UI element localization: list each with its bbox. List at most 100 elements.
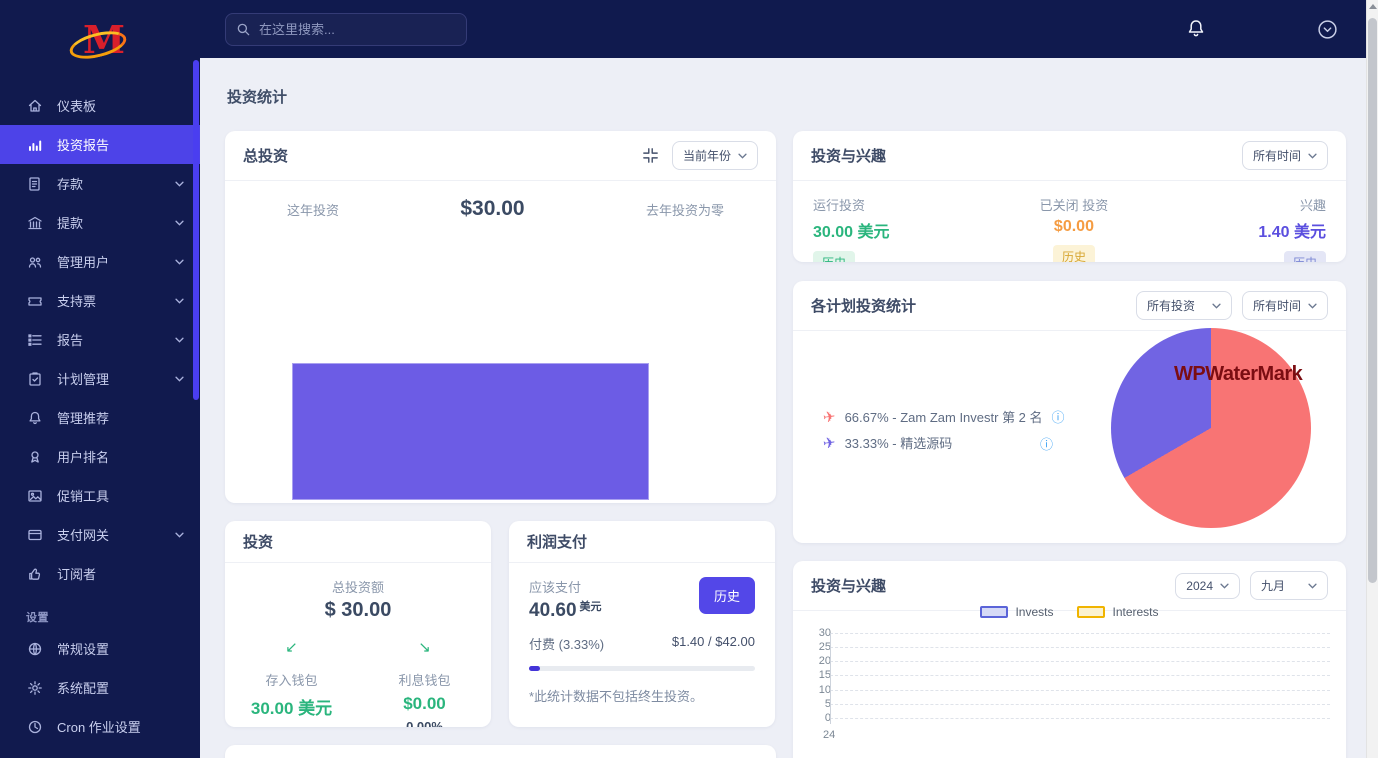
sidebar-item-general-settings[interactable]: 常规设置 [0,629,200,668]
year-select[interactable]: 2024 [1175,572,1240,599]
sidebar-item-subscribers[interactable]: 订阅者 [0,554,200,593]
paid-value: $1.40 / $42.00 [671,634,755,649]
sidebar-item-support-tickets[interactable]: 支持票 [0,281,200,320]
sidebar-item-promo-tools[interactable]: 促销工具 [0,476,200,515]
gridline [830,661,1330,662]
interest-label: 兴趣 [1299,198,1326,213]
paid-row: 付费 (3.33%) $1.40 / $42.00 [529,634,755,653]
sidebar-item-label: 报告 [57,333,84,348]
invests-swatch [980,606,1009,618]
notifications-bell-icon[interactable] [1186,18,1206,40]
card-title: 投资与兴趣 [811,578,887,595]
sidebar-item-manage-users[interactable]: 管理用户 [0,242,200,281]
sidebar-scrollbar-thumb[interactable] [193,60,199,400]
history-badge[interactable]: 历史 [1052,245,1095,262]
sidebar-item-reports[interactable]: 报告 [0,320,200,359]
select-value: 所有时间 [1252,299,1301,313]
interests-swatch [1077,606,1106,618]
chevron-down-icon [175,259,184,265]
sidebar-item-label: 常规设置 [57,642,110,657]
interest-wallet-label: 利息钱包 [398,673,451,688]
card-title: 投资 [243,534,274,551]
profit-payment-card: 利润支付 应该支付 40.60 美元 历史 付费 (3.33%) $1.40 / … [509,521,775,727]
paid-label: 付费 (3.33%) [529,637,605,652]
sidebar-item-plan-management[interactable]: 计划管理 [0,359,200,398]
plane-icon: ✈ [821,432,837,453]
profit-payment-header: 利润支付 [509,521,775,563]
sidebar-item-cron-settings[interactable]: Cron 作业设置 [0,707,200,746]
sidebar-item-system-config[interactable]: 系统配置 [0,668,200,707]
sidebar-item-label: 管理用户 [57,255,110,270]
card-title: 利润支付 [527,534,588,551]
total-invest-summary: 这年投资 $30.00 去年投资为零 [225,181,776,221]
history-button[interactable]: 历史 [698,577,755,614]
legend-invests[interactable]: Invests [980,605,1053,619]
sidebar-item-payment-gateways[interactable]: 支付网关 [0,515,200,554]
sidebar-item-label: 管理推荐 [57,411,110,426]
user-menu-icon[interactable] [1317,19,1338,40]
legend-interests[interactable]: Interests [1077,605,1159,619]
legend-label: Invests [1015,605,1054,619]
sidebar-item-label: Cron 作业设置 [57,720,141,735]
sidebar-item-label: 系统配置 [57,681,110,696]
chevron-down-icon [175,181,184,187]
select-value: 所有时间 [1252,149,1301,163]
due-label: 应该支付 [529,580,582,595]
info-icon[interactable]: ⓘ [1040,438,1054,453]
sidebar-item-deposits[interactable]: 存款 [0,164,200,203]
total-amount-value: $ 30.00 [324,599,392,621]
sidebar-item-withdrawals[interactable]: 提款 [0,203,200,242]
sidebar-section-settings: 设置 [26,612,49,624]
logo[interactable]: M [0,0,200,78]
sidebar-item-dashboard[interactable]: 仪表板 [0,86,200,125]
collapse-icon[interactable] [641,146,660,165]
total-invest-card: 总投资 当前年份 这年投资 $30.00 去年投资为零 [225,131,776,503]
year-filter-select[interactable]: 当前年份 [671,141,758,170]
total-amount-label: 总投资额 [331,580,384,595]
scrollbar-up-arrow-icon[interactable] [1369,4,1377,9]
deposit-wallet-value: 30.00 美元 [250,699,333,718]
search-box [225,13,467,46]
bar-chart-icon [26,136,43,153]
due-row: 应该支付 40.60 美元 历史 [529,577,755,622]
month-select[interactable]: 九月 [1250,571,1328,600]
invest-filter-select[interactable]: 所有投资 [1135,291,1232,320]
y-tick: 5 [824,698,831,710]
select-value: 九月 [1261,579,1286,593]
sidebar-item-invest-report[interactable]: 投资报告 [0,125,200,164]
x-tick: 24 [823,729,836,741]
info-icon[interactable]: ⓘ [1051,411,1065,426]
next-card-partial [225,745,776,758]
main-content: 投资统计 总投资 当前年份 这年投资 $30.00 去年投资为零 [200,58,1366,758]
sidebar-item-user-ranking[interactable]: 用户排名 [0,437,200,476]
history-badge[interactable]: 历史 [1283,251,1326,262]
gridline [830,633,1330,634]
scrollbar-thumb[interactable] [1368,18,1377,583]
gridline [830,704,1330,705]
select-value: 2024 [1186,578,1213,593]
invest-card: 投资 总投资额 $ 30.00 ↙ ↘ 存入钱包 30.00 美元 100.00… [225,521,491,727]
pie-chart [1111,328,1311,528]
time-filter-select[interactable]: 所有时间 [1241,291,1328,320]
interest-wallet-col: 利息钱包 $0.00 0.00% [358,670,491,727]
gridline [830,718,1330,719]
page-scrollbar[interactable] [1366,0,1378,758]
topbar [200,0,1366,58]
history-badge[interactable]: 历史 [813,251,856,262]
due-block: 应该支付 40.60 美元 [529,577,602,622]
time-filter-select[interactable]: 所有时间 [1241,141,1328,170]
sidebar-item-label: 投资报告 [57,138,110,153]
list-icon [26,331,43,348]
sidebar-item-label: 支付网关 [57,528,110,543]
this-year-label: 这年投资 [287,202,340,218]
select-value: 当前年份 [682,149,731,163]
sidebar-item-manage-referrals[interactable]: 管理推荐 [0,398,200,437]
split-arrows: ↙ ↘ [225,638,491,656]
arrow-down-right-icon: ↘ [418,638,431,656]
search-input[interactable] [259,22,456,37]
card-title: 投资与兴趣 [811,148,887,165]
paid-progress-bar [529,666,755,671]
closed-label: 已关闭 投资 [1039,198,1109,213]
clock-icon [26,718,43,735]
chevron-down-icon [175,220,184,226]
